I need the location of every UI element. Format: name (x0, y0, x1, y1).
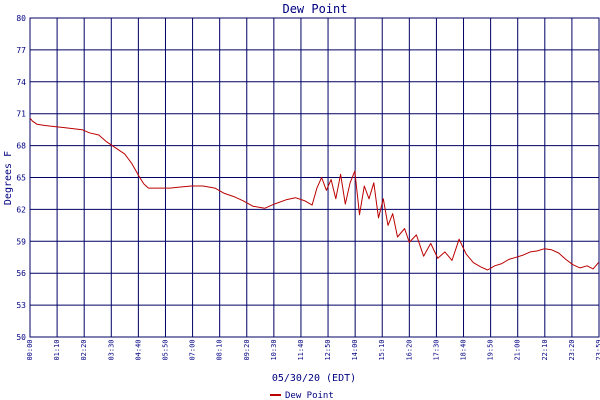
legend-label: Dew Point (285, 391, 334, 400)
x-tick-label: 18:40 (460, 339, 468, 360)
x-tick-label: 03:30 (107, 339, 115, 360)
x-tick-label: 15:10 (378, 339, 386, 360)
y-tick-label: 50 (16, 333, 26, 342)
x-tick-label: 19:50 (487, 339, 495, 360)
chart-title: Dew Point (282, 2, 347, 16)
x-tick-label: 02:20 (80, 339, 88, 360)
x-tick-label: 17:30 (432, 339, 440, 360)
series-layer (29, 117, 599, 271)
y-tick-label: 80 (16, 14, 26, 23)
x-tick-label: 10:30 (270, 339, 278, 360)
x-tick-label: 12:50 (324, 339, 332, 360)
y-axis-label: Degrees F (3, 151, 14, 205)
y-tick-label: 65 (16, 174, 26, 183)
x-tick-label: 07:00 (189, 339, 197, 360)
x-tick-label: 23:20 (568, 339, 576, 360)
tick-labels: 50 53 56 59 62 65 68 71 74 77 80 00:00 01:10 02:20 03:… (16, 14, 600, 361)
series-line-dew-point (29, 117, 599, 271)
y-tick-label: 62 (16, 205, 26, 214)
x-tick-label: 23:59 (595, 339, 600, 360)
grid (29, 17, 600, 338)
x-tick-label: 08:10 (216, 339, 224, 360)
y-tick-label: 53 (16, 301, 26, 310)
y-tick-label: 77 (16, 46, 26, 55)
plot-border (29, 17, 600, 338)
x-tick-label: 09:20 (243, 339, 251, 360)
x-tick-label: 16:20 (405, 339, 413, 360)
y-tick-label: 56 (16, 269, 26, 278)
x-tick-label: 11:40 (297, 339, 305, 360)
x-tick-label: 00:00 (26, 339, 34, 360)
legend: Dew Point (270, 391, 334, 400)
x-tick-label: 01:10 (53, 339, 61, 360)
y-tick-label: 68 (16, 142, 26, 151)
y-tick-label: 59 (16, 237, 26, 246)
x-tick-label: 04:40 (134, 339, 142, 360)
x-axis-label: 05/30/20 (EDT) (272, 373, 356, 384)
x-tick-label: 05:50 (161, 339, 169, 360)
x-tick-label: 14:00 (351, 339, 359, 360)
x-tick-label: 21:00 (514, 339, 522, 360)
x-tick-label: 22:10 (541, 339, 549, 360)
y-tick-label: 71 (16, 110, 26, 119)
y-tick-label: 74 (16, 78, 26, 87)
